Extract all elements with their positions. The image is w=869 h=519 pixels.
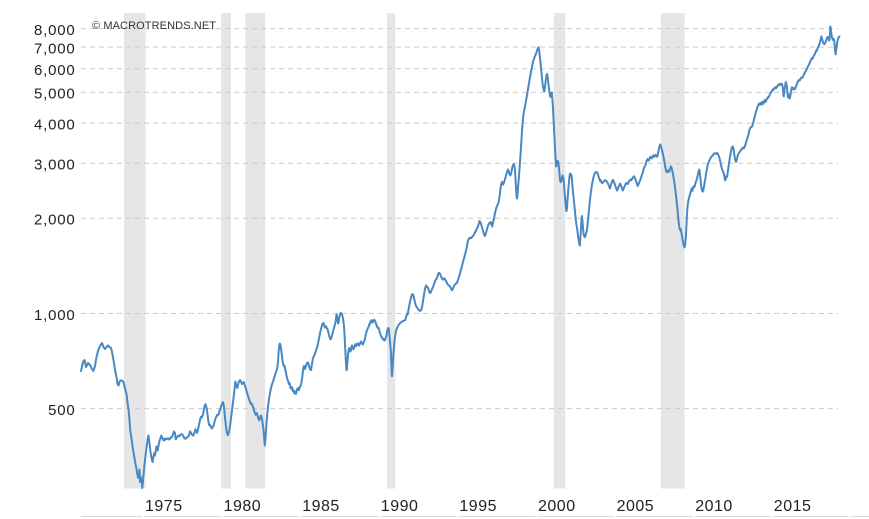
- svg-text:6,000: 6,000: [34, 62, 76, 79]
- svg-text:2010: 2010: [695, 498, 733, 515]
- svg-text:2000: 2000: [538, 498, 576, 515]
- svg-text:500: 500: [48, 402, 75, 419]
- svg-text:8,000: 8,000: [34, 22, 76, 39]
- svg-text:1985: 1985: [302, 498, 340, 515]
- svg-text:2005: 2005: [617, 498, 655, 515]
- svg-text:© MACROTRENDS.NET: © MACROTRENDS.NET: [92, 20, 216, 32]
- svg-text:1975: 1975: [145, 498, 183, 515]
- svg-text:1980: 1980: [224, 498, 262, 515]
- svg-text:7,000: 7,000: [34, 40, 76, 57]
- svg-text:3,000: 3,000: [34, 157, 76, 174]
- svg-text:4,000: 4,000: [34, 116, 76, 133]
- svg-text:5,000: 5,000: [34, 86, 76, 103]
- svg-text:1995: 1995: [459, 498, 497, 515]
- svg-text:2015: 2015: [774, 498, 812, 515]
- svg-text:1,000: 1,000: [34, 307, 76, 324]
- svg-text:2,000: 2,000: [34, 212, 76, 229]
- svg-text:1990: 1990: [381, 498, 419, 515]
